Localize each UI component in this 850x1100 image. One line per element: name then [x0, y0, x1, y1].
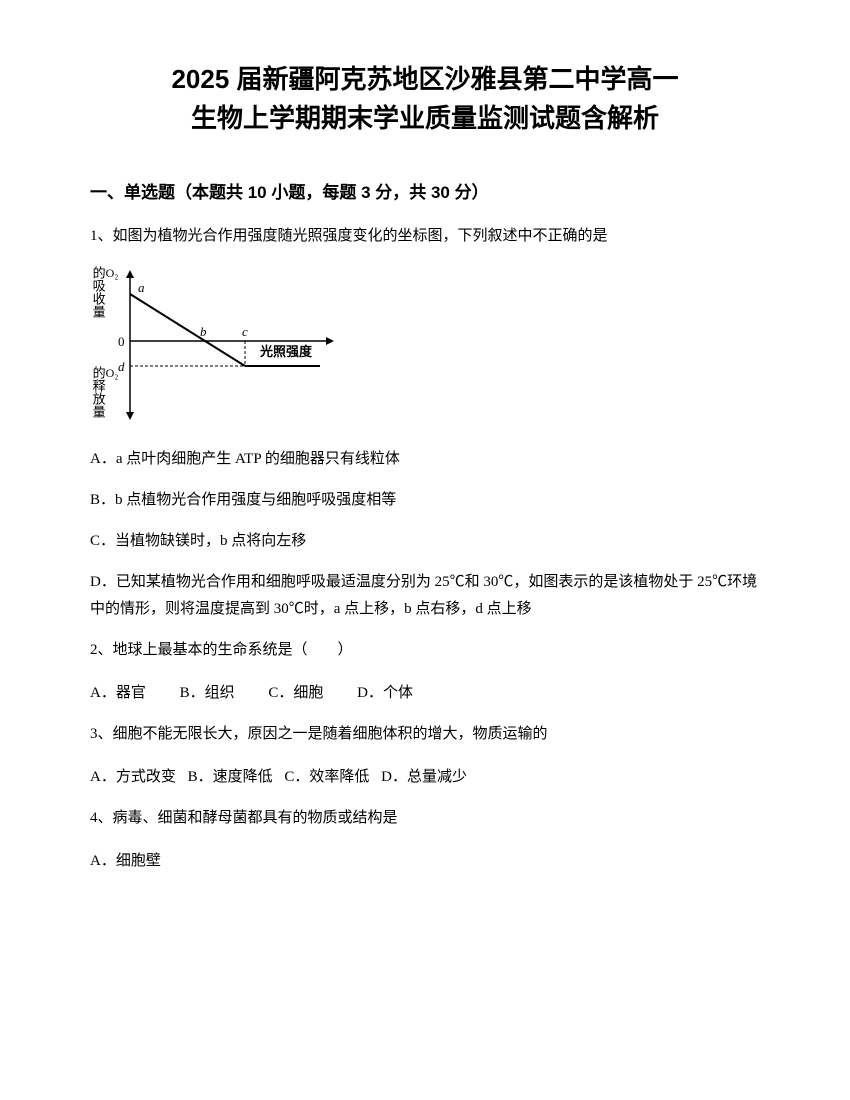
chart-y-label-bottom: O₂的释放量 [90, 366, 118, 418]
q1-option-c: C．当植物缺镁时，b 点将向左移 [90, 528, 760, 555]
question-1-text: 1、如图为植物光合作用强度随光照强度变化的坐标图，下列叙述中不正确的是 [90, 223, 760, 250]
q1-option-a: A．a 点叶肉细胞产生 ATP 的细胞器只有线粒体 [90, 446, 760, 473]
question-4-text: 4、病毒、细菌和酵母菌都具有的物质或结构是 [90, 805, 760, 832]
q3-options: A．方式改变 B．速度降低 C．效率降低 D．总量减少 [90, 764, 760, 791]
document-title: 2025 届新疆阿克苏地区沙雅县第二中学高一 生物上学期期末学业质量监测试题含解… [90, 60, 760, 138]
chart-svg: a b c d 0 光照强度 [90, 266, 350, 426]
q3-option-b: B．速度降低 [188, 764, 273, 791]
chart-point-b: b [200, 324, 207, 339]
q2-options: A．器官 B．组织 C．细胞 D．个体 [90, 680, 760, 707]
q3-option-d: D．总量减少 [381, 764, 467, 791]
q1-option-d: D．已知某植物光合作用和细胞呼吸最适温度分别为 25℃和 30℃，如图表示的是该… [90, 569, 760, 623]
title-line2: 生物上学期期末学业质量监测试题含解析 [90, 99, 760, 138]
photosynthesis-chart: a b c d 0 光照强度 O₂的吸收量 O₂的释放量 [90, 266, 350, 426]
q3-option-a: A．方式改变 [90, 764, 176, 791]
q2-option-a: A．器官 [90, 680, 146, 707]
q4-option-a: A．细胞壁 [90, 848, 760, 875]
chart-point-d: d [118, 359, 125, 374]
chart-zero: 0 [118, 334, 125, 349]
q2-option-c: C．细胞 [268, 680, 323, 707]
q2-option-b: B．组织 [180, 680, 235, 707]
chart-point-a: a [138, 280, 145, 295]
q1-option-b: B．b 点植物光合作用强度与细胞呼吸强度相等 [90, 487, 760, 514]
section-header: 一、单选题（本题共 10 小题，每题 3 分，共 30 分） [90, 178, 760, 203]
q2-option-d: D．个体 [357, 680, 413, 707]
chart-y-label-top: O₂的吸收量 [90, 266, 118, 318]
q3-option-c: C．效率降低 [284, 764, 369, 791]
question-3-text: 3、细胞不能无限长大，原因之一是随着细胞体积的增大，物质运输的 [90, 721, 760, 748]
question-2-text: 2、地球上最基本的生命系统是（ ） [90, 637, 760, 664]
title-line1: 2025 届新疆阿克苏地区沙雅县第二中学高一 [90, 60, 760, 99]
chart-x-label: 光照强度 [259, 344, 313, 359]
chart-point-c: c [242, 324, 248, 339]
